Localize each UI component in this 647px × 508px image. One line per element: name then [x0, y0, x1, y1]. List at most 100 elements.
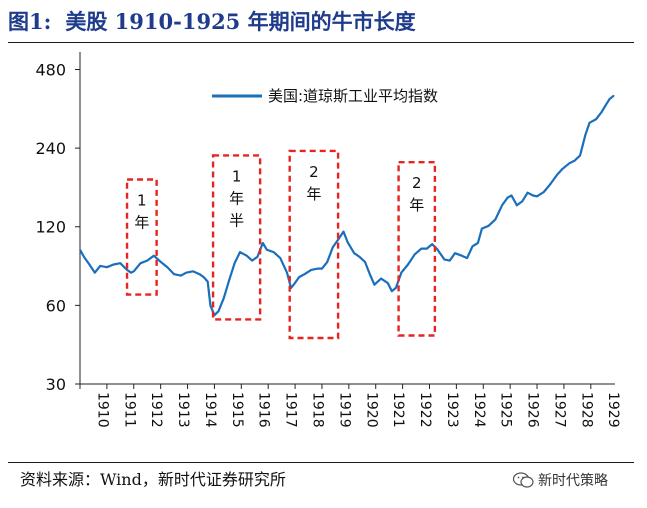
data-point — [279, 257, 282, 259]
x-tick-label: 1920 — [363, 392, 379, 428]
data-point — [373, 283, 376, 286]
data-point — [448, 259, 451, 262]
data-point — [185, 271, 187, 274]
x-tick-label: 1922 — [417, 392, 433, 428]
y-tick-label: 480 — [35, 60, 66, 79]
data-point — [426, 247, 428, 250]
data-point — [521, 200, 523, 203]
data-point — [166, 266, 169, 268]
x-tick-label: 1917 — [283, 392, 299, 428]
data-point — [395, 287, 397, 289]
y-tick-label: 60 — [46, 296, 66, 315]
data-point — [209, 304, 212, 307]
data-point — [413, 253, 416, 256]
data-point — [407, 263, 409, 266]
data-point — [573, 159, 576, 162]
watermark-text: 新时代策略 — [538, 473, 608, 489]
data-point — [99, 265, 101, 267]
y-tick-label: 120 — [35, 218, 66, 237]
data-point — [206, 280, 209, 283]
data-point — [88, 263, 91, 266]
data-point — [266, 248, 268, 251]
data-point — [588, 122, 591, 124]
data-point — [83, 256, 85, 258]
annotation-label: 1 — [232, 167, 242, 185]
data-point — [342, 230, 345, 233]
data-point — [584, 134, 587, 136]
data-point — [536, 195, 538, 198]
annotation-label: 2 — [412, 174, 422, 192]
x-tick-label: 1925 — [498, 392, 514, 428]
data-point — [604, 104, 607, 107]
data-point — [262, 242, 264, 244]
data-point — [568, 162, 571, 165]
data-point — [549, 183, 552, 185]
data-point — [310, 269, 313, 271]
data-point — [600, 111, 603, 113]
data-point — [180, 274, 182, 277]
data-point — [337, 239, 339, 241]
data-point — [364, 261, 366, 263]
x-tick-label: 1928 — [578, 392, 594, 428]
annotation-label: 年 — [134, 213, 149, 231]
data-point — [233, 262, 236, 264]
data-point — [612, 94, 615, 97]
title-divider — [8, 42, 634, 43]
figure-title-text: 美股 1910-1925 年期间的牛市长度 — [65, 9, 416, 34]
data-point — [159, 261, 162, 263]
y-tick-label: 30 — [46, 375, 66, 394]
series-line — [79, 94, 615, 317]
data-point — [119, 262, 122, 264]
source-note: 资料来源：Wind，新时代证券研究所 — [20, 470, 286, 489]
data-point — [487, 225, 490, 227]
data-point — [346, 241, 349, 243]
data-point — [436, 248, 439, 251]
x-tick-label: 1923 — [444, 392, 460, 428]
annotation-label: 年 — [229, 189, 244, 207]
data-point — [272, 251, 275, 253]
data-point — [369, 274, 372, 277]
x-tick-label: 1926 — [525, 392, 541, 428]
data-point — [477, 242, 479, 244]
data-point — [202, 276, 205, 278]
data-point — [126, 269, 128, 271]
data-point — [532, 194, 534, 197]
data-point — [400, 271, 403, 274]
data-point — [239, 251, 241, 253]
data-point — [454, 252, 456, 254]
data-point — [303, 273, 306, 275]
data-point — [431, 243, 434, 245]
annotation-box — [125, 178, 158, 296]
data-point — [133, 270, 135, 273]
data-point — [387, 282, 389, 284]
data-point — [391, 290, 393, 292]
annotation-label: 1 — [137, 191, 147, 209]
data-point — [298, 276, 300, 278]
data-point — [443, 258, 446, 261]
data-point — [198, 273, 201, 275]
data-point — [471, 245, 474, 248]
data-point — [579, 154, 581, 157]
data-point — [94, 271, 96, 274]
data-point — [481, 227, 483, 230]
x-tick-label: 1924 — [471, 392, 487, 428]
data-point — [461, 254, 463, 257]
data-point — [556, 173, 558, 176]
data-point — [153, 254, 155, 257]
data-point — [223, 297, 225, 299]
data-point — [79, 248, 81, 251]
data-point — [286, 271, 288, 274]
x-tick-label: 1921 — [390, 392, 406, 428]
data-point — [228, 279, 230, 281]
annotation-box — [211, 154, 262, 321]
data-point — [561, 168, 564, 170]
data-point — [106, 266, 108, 268]
x-tick-label: 1918 — [310, 392, 326, 428]
x-tick-label: 1919 — [336, 392, 352, 428]
data-point — [251, 259, 253, 262]
data-point — [331, 246, 334, 249]
data-point — [353, 252, 356, 254]
chart-title: 图1: 美股 1910-1925 年期间的牛市长度 — [8, 6, 416, 36]
data-point — [608, 98, 611, 100]
x-tick-label: 1914 — [202, 392, 218, 428]
